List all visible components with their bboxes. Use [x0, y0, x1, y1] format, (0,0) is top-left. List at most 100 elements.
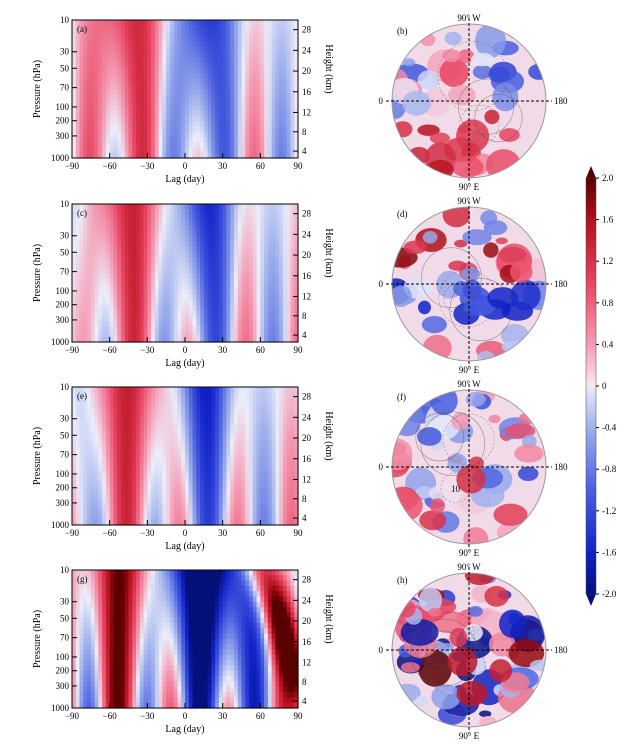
heatmap-cell: [75, 665, 81, 672]
heatmap-cell: [267, 440, 273, 446]
heatmap-cell: [147, 246, 152, 253]
heatmap-cell: [72, 617, 77, 624]
heatmap-cell: [83, 639, 88, 645]
heatmap-cell: [162, 120, 167, 127]
heatmap-cell: [120, 482, 126, 489]
heatmap-cell: [203, 126, 209, 133]
heatmap-cell: [290, 413, 295, 420]
heatmap-cell: [173, 482, 179, 489]
heatmap-cell: [79, 78, 84, 85]
heatmap-cell: [286, 482, 292, 489]
heatmap-cell: [294, 278, 299, 285]
heatmap-cell: [102, 482, 107, 489]
heatmap-cell: [245, 126, 250, 133]
heatmap-cell: [267, 283, 273, 290]
heatmap-cell: [98, 315, 103, 322]
heatmap-cell: [230, 110, 235, 117]
heatmap-cell: [124, 299, 130, 306]
heatmap-cell: [188, 219, 194, 226]
heatmap-cell: [275, 315, 280, 322]
heatmap-cell: [241, 62, 246, 69]
heatmap-cell: [136, 519, 141, 526]
heatmap-cell: [169, 320, 175, 327]
heatmap-cell: [218, 294, 224, 301]
heatmap-cell: [200, 477, 205, 484]
heatmap-cell: [211, 126, 216, 133]
heatmap-cell: [226, 498, 231, 505]
heatmap-cell: [120, 131, 126, 138]
heatmap-cell: [218, 251, 224, 258]
heatmap-cell: [177, 288, 182, 295]
heatmap-cell: [271, 225, 276, 232]
heatmap-cell: [275, 273, 280, 279]
heatmap-cell: [151, 120, 156, 127]
heatmap-cell: [267, 51, 273, 58]
heatmap-cell: [87, 649, 92, 656]
heatmap-cell: [94, 78, 99, 85]
heatmap-cell: [154, 288, 160, 295]
heatmap-cell: [132, 304, 137, 311]
y2-axis-label: Height (km): [323, 44, 334, 93]
heatmap-cell: [294, 62, 299, 69]
heatmap-cell: [249, 41, 254, 48]
heatmap-cell: [200, 152, 205, 159]
heatmap-cell: [256, 503, 261, 510]
heatmap-cell: [177, 115, 182, 122]
heatmap-cell: [188, 262, 194, 269]
heatmap-cell: [132, 294, 137, 301]
heatmap-cell: [241, 20, 246, 26]
heatmap-cell: [79, 686, 84, 693]
heatmap-cell: [162, 392, 167, 399]
heatmap-cell: [218, 142, 224, 148]
heatmap-cell: [139, 152, 145, 159]
heatmap-cell: [241, 440, 246, 446]
heatmap-cell: [162, 225, 167, 232]
heatmap-cell: [249, 78, 254, 85]
heatmap-cell: [132, 310, 137, 317]
heatmap-cell: [207, 126, 212, 133]
heatmap-cell: [132, 509, 137, 515]
heatmap-cell: [233, 67, 239, 74]
heatmap-cell: [105, 204, 111, 210]
heatmap-cell: [185, 331, 190, 338]
heatmap-cell: [185, 204, 190, 210]
heatmap-cell: [200, 267, 205, 274]
heatmap-cell: [117, 461, 122, 468]
heatmap-cell: [211, 408, 216, 415]
heatmap-cell: [192, 257, 197, 263]
heatmap-cell: [211, 294, 216, 301]
heatmap-cell: [166, 104, 171, 111]
heatmap-cell: [132, 126, 137, 133]
heatmap-cell: [105, 310, 111, 317]
heatmap-cell: [173, 225, 179, 232]
heatmap-cell: [211, 78, 216, 85]
heatmap-cell: [233, 413, 239, 420]
heatmap-cell: [200, 99, 205, 106]
heatmap-cell: [282, 288, 288, 295]
heatmap-cell: [279, 278, 284, 285]
heatmap-cell: [94, 601, 99, 608]
heatmap-cell: [151, 209, 156, 216]
heatmap-cell: [90, 487, 96, 494]
heatmap-cell: [267, 115, 273, 122]
heatmap-cell: [109, 30, 115, 37]
heatmap-cell: [72, 126, 77, 133]
heatmap-cell: [286, 402, 292, 409]
heatmap-cell: [169, 110, 175, 117]
heatmap-cell: [75, 51, 81, 58]
heatmap-cell: [267, 25, 273, 32]
heatmap-cell: [87, 209, 92, 216]
heatmap-cell: [245, 387, 250, 393]
heatmap-cell: [90, 262, 96, 269]
heatmap-cell: [188, 73, 194, 79]
heatmap-cell: [267, 424, 273, 431]
heatmap-cell: [181, 235, 186, 242]
heatmap-cell: [90, 126, 96, 133]
heatmap-cell: [147, 142, 152, 148]
heatmap-cell: [271, 283, 276, 290]
heatmap-cell: [241, 131, 246, 138]
heatmap-cell: [245, 257, 250, 263]
heatmap-cell: [226, 336, 231, 343]
heatmap-cell: [147, 402, 152, 409]
heatmap-cell: [215, 99, 220, 106]
